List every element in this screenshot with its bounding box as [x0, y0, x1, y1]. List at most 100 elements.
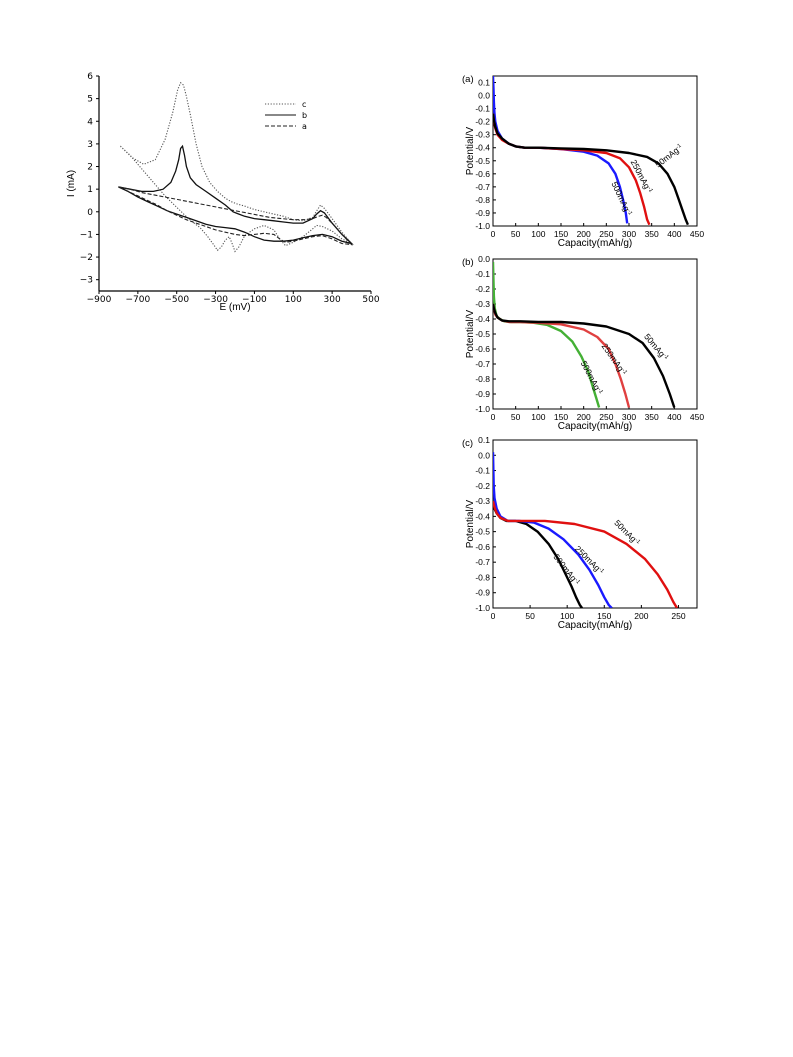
y-axis-label: I (mA) [66, 170, 77, 197]
y-tick-label: 5 [87, 95, 93, 105]
y-tick-label: 0.0 [478, 450, 490, 460]
x-axis-label: E (mV) [219, 302, 250, 313]
legend-label-a: a [302, 122, 307, 131]
x-tick-label: −300 [203, 295, 228, 305]
y-tick-label: -0.1 [475, 104, 490, 114]
rate-annotation: 500mAg-1 [609, 180, 634, 217]
y-tick-label: -0.4 [475, 314, 490, 324]
series-2-line [493, 113, 690, 226]
rate-annotation-text: 500mAg [609, 180, 632, 213]
rate-annotation-sup: -1 [620, 368, 628, 375]
y-tick-label: 6 [87, 72, 93, 82]
y-tick-label: -0.2 [475, 481, 490, 491]
y-tick-label: -0.2 [475, 117, 490, 127]
series-1-line [493, 452, 613, 608]
y-tick-label: -0.5 [475, 156, 490, 166]
series-0-line [493, 500, 583, 608]
y-tick-label: -0.1 [475, 466, 490, 476]
x-tick-label: 300 [622, 229, 636, 239]
y-tick-label: -0.5 [475, 527, 490, 537]
y-tick-label: -0.3 [475, 299, 490, 309]
rate-annotation: 500mAg-1 [579, 359, 605, 396]
y-tick-label: -1.0 [475, 404, 490, 414]
rate-annotation: 250mAg-1 [600, 341, 629, 377]
y-tick-label: -0.8 [475, 572, 490, 582]
x-tick-label: 0 [491, 229, 496, 239]
legend-label-c: c [302, 100, 306, 109]
y-tick-label: -1.0 [475, 221, 490, 231]
rate-annotation-sup: -1 [597, 567, 605, 575]
x-tick-label: 350 [645, 412, 659, 422]
y-tick-label: -1.0 [475, 603, 490, 613]
x-tick-label: 300 [622, 412, 636, 422]
y-tick-label: 0.1 [478, 435, 490, 445]
y-tick-label: -0.9 [475, 588, 490, 598]
x-axis-label: Capacity(mAh/g) [558, 421, 632, 432]
x-tick-label: 50 [511, 229, 521, 239]
plot-frame [492, 439, 698, 609]
x-tick-label: 50 [511, 412, 521, 422]
y-tick-label: -0.4 [475, 143, 490, 153]
rate-annotation-sup: -1 [596, 388, 604, 395]
legend-label-b: b [302, 111, 307, 120]
y-tick-label: 0.0 [478, 91, 490, 101]
x-tick-label: 150 [554, 229, 568, 239]
x-tick-label: 50 [525, 611, 535, 621]
rate-annotation-sup: -1 [573, 578, 581, 586]
y-tick-label: −3 [80, 276, 93, 286]
y-tick-label: −1 [80, 230, 93, 240]
x-tick-label: −500 [164, 295, 189, 305]
x-tick-label: 0 [491, 611, 496, 621]
y-tick-label: -0.6 [475, 169, 490, 179]
x-tick-label: 400 [667, 229, 681, 239]
y-tick-label: -0.6 [475, 542, 490, 552]
y-tick-label: -0.7 [475, 359, 490, 369]
rate-annotation: 50mAg-1 [653, 142, 684, 169]
x-tick-label: 0 [491, 412, 496, 422]
y-tick-label: -0.7 [475, 557, 490, 567]
cv-chart: −900 −700 −500 −300 −100 100 300 500 −3 −2 −1 0 1 2 3 4… [66, 72, 380, 313]
y-tick-label: -0.3 [475, 130, 490, 140]
cv-series-b [118, 144, 354, 245]
x-tick-label: 200 [634, 611, 648, 621]
cv-series-c [120, 81, 353, 253]
panel-label: (a) [462, 74, 474, 85]
x-tick-label: 450 [690, 229, 704, 239]
y-tick-label: 0.0 [478, 254, 490, 264]
x-tick-label: 350 [645, 229, 659, 239]
rate-annotation-sup: -1 [662, 353, 670, 361]
rate-annotation: 500mAg-1 [551, 552, 581, 587]
x-tick-label: 150 [554, 412, 568, 422]
x-tick-label: 400 [667, 412, 681, 422]
y-axis-label: Potential/V [465, 499, 476, 548]
y-tick-label: -0.9 [475, 208, 490, 218]
y-tick-label: -0.1 [475, 269, 490, 279]
rate-annotation-text: 500mAg [551, 552, 579, 583]
x-tick-label: −100 [242, 295, 267, 305]
y-tick-label: 1 [87, 185, 93, 195]
panel-label: (b) [462, 257, 474, 268]
rate-annotation-sup: -1 [634, 538, 642, 546]
x-tick-label: 250 [671, 611, 685, 621]
y-tick-label: -0.8 [475, 374, 490, 384]
x-tick-label: 100 [560, 611, 574, 621]
x-tick-label: 100 [285, 295, 302, 305]
y-tick-label: -0.2 [475, 284, 490, 294]
y-tick-label: -0.5 [475, 329, 490, 339]
series-2-line [493, 303, 676, 408]
y-tick-label: -0.6 [475, 344, 490, 354]
rate-annotation-sup: -1 [626, 209, 634, 216]
y-tick-label: 0 [87, 208, 93, 218]
y-tick-label: 4 [87, 117, 93, 127]
x-tick-label: 250 [599, 412, 613, 422]
y-axis-label: Potential/V [465, 309, 476, 358]
x-tick-label: 500 [362, 295, 379, 305]
discharge-chart-c: 0 50 100 150 200 250 -1.0 -0.9 -0.8 -0.7 -0.6 -0.5 -… [462, 435, 698, 631]
y-tick-label: 0.1 [478, 78, 490, 88]
x-axis-label: Capacity(mAh/g) [558, 238, 632, 249]
x-tick-label: 200 [577, 412, 591, 422]
y-tick-label: 3 [87, 140, 93, 150]
rate-annotation-sup: -1 [675, 143, 683, 151]
y-tick-label: −2 [80, 253, 93, 263]
